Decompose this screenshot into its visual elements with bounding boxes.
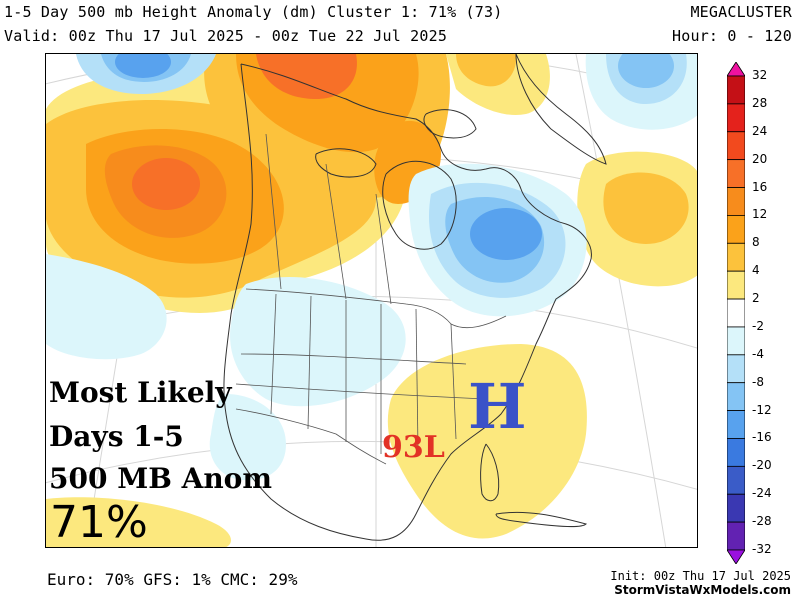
colorbar-label: 24: [752, 123, 768, 138]
colorbar-swatch: [727, 438, 745, 467]
positive-anomaly-fills: [46, 54, 697, 547]
brand-label: MEGACLUSTER: [690, 3, 792, 21]
colorbar-swatch: [727, 103, 745, 133]
cuba: [495, 511, 587, 528]
land-outlines: [223, 54, 607, 541]
colorbar-label: -2: [752, 318, 764, 333]
us-canada-border: [245, 288, 507, 329]
colorbar-label: 2: [752, 291, 760, 306]
colorbar-swatch: [727, 215, 745, 244]
colorbar-label: 16: [752, 179, 768, 194]
colorbar-swatch: [727, 270, 745, 300]
us-mexico-border: [235, 408, 387, 465]
colorbar-swatch: [727, 410, 745, 439]
greenland-coast: [515, 54, 607, 165]
north-america-coast: [223, 63, 592, 541]
colorbar-swatch: [727, 326, 745, 356]
colorbar-swatch: [727, 187, 745, 216]
pacific-trough: [46, 254, 167, 360]
overlay-line-2: Days 1-5: [49, 420, 184, 453]
southwest-trough: [209, 394, 286, 481]
colorbar-label: 32: [752, 68, 768, 82]
plains-trough: [230, 276, 406, 407]
pacific-ridge-south: [46, 497, 231, 547]
colorbar-label: -12: [752, 402, 772, 417]
colorbar-swatch: [727, 465, 745, 495]
low-pressure-marker: 93L: [382, 430, 445, 465]
colorbar-label: -28: [752, 514, 772, 529]
colorbar-label: 8: [752, 235, 760, 250]
colorbar-swatch: [727, 549, 745, 564]
map-title: 1-5 Day 500 mb Height Anomaly (dm) Clust…: [4, 3, 503, 21]
anomaly-map: [45, 53, 698, 548]
colorbar-label: -16: [752, 430, 772, 445]
high-pressure-marker: H: [468, 370, 527, 443]
colorbar-label: -20: [752, 458, 772, 473]
colorbar-label: 4: [752, 263, 760, 278]
colorbar-swatch: [727, 62, 745, 77]
colorbar-label: 20: [752, 151, 768, 166]
colorbar-swatch: [727, 242, 745, 272]
colorbar-label: -24: [752, 486, 772, 501]
political-boundaries: [235, 133, 507, 465]
colorbar-swatch: [727, 493, 745, 523]
negative-anomaly-fills: [46, 54, 697, 481]
colorbar-swatch: [727, 382, 745, 411]
init-time: Init: 00z Thu 17 Jul 2025: [610, 569, 791, 583]
colorbar-label: -32: [752, 542, 772, 556]
colorbar-swatch: [727, 131, 745, 161]
overlay-line-1: Most Likely: [49, 376, 232, 409]
colorbar-swatch: [727, 521, 745, 551]
site-credit: StormVistaWxModels.com: [614, 583, 791, 597]
forecast-hours: Hour: 0 - 120: [672, 27, 792, 45]
cluster-percent: 71%: [50, 497, 148, 548]
hudson-bay: [382, 160, 457, 250]
colorbar-label: -8: [752, 374, 764, 389]
arctic-islands: [315, 148, 377, 178]
colorbar-swatch: [727, 159, 745, 188]
colorbar-label: 12: [752, 207, 768, 222]
model-weights: Euro: 70% GFS: 1% CMC: 29%: [47, 570, 298, 589]
valid-period: Valid: 00z Thu 17 Jul 2025 - 00z Tue 22 …: [4, 27, 448, 45]
colorbar-swatch: [727, 354, 745, 384]
florida: [480, 443, 500, 502]
southeast-ridge: [387, 344, 587, 539]
colorbar-swatch: [727, 75, 745, 105]
colorbar: [727, 62, 745, 564]
overlay-line-3: 500 MB Anom: [49, 462, 272, 495]
colorbar-swatch: [727, 298, 745, 328]
colorbar-label: -4: [752, 346, 764, 361]
colorbar-label: 28: [752, 95, 768, 110]
